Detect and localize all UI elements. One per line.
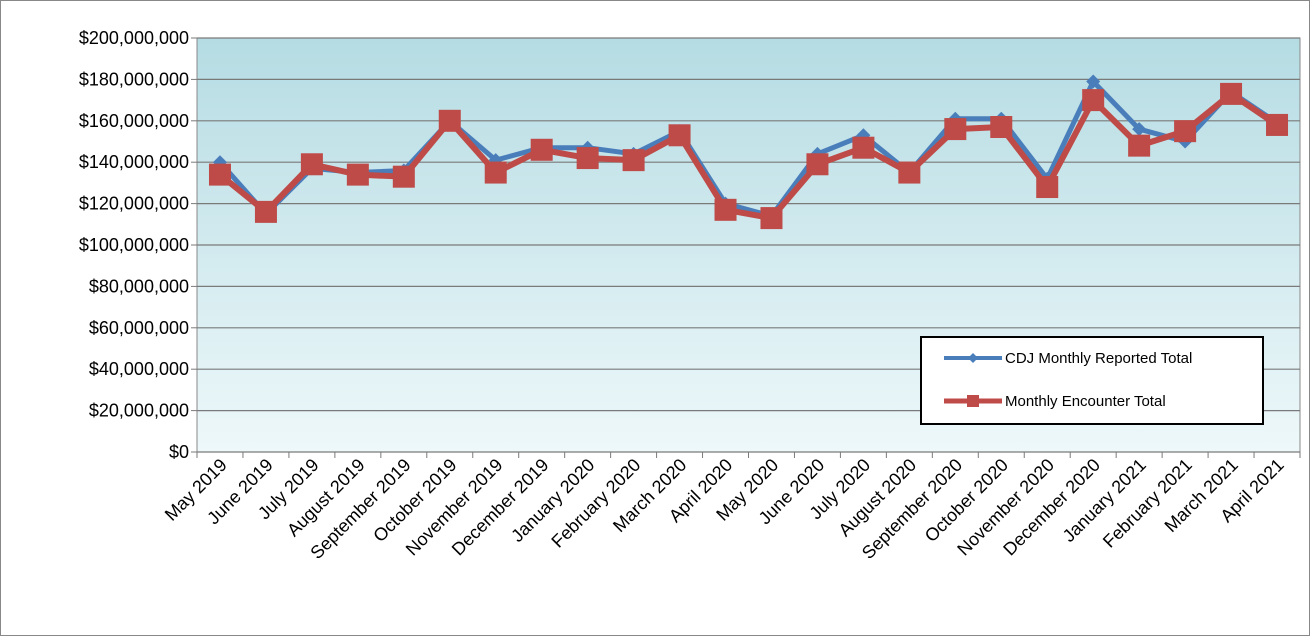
point-marker bbox=[208, 163, 231, 186]
legend-marker bbox=[967, 395, 979, 407]
point-marker bbox=[1174, 120, 1197, 143]
y-tick-label: $20,000,000 bbox=[89, 401, 189, 421]
legend-label: Monthly Encounter Total bbox=[1005, 393, 1166, 410]
legend-label: CDJ Monthly Reported Total bbox=[1005, 350, 1192, 367]
point-marker bbox=[622, 149, 645, 172]
point-marker bbox=[760, 207, 783, 230]
point-marker bbox=[438, 109, 461, 132]
point-marker bbox=[1266, 113, 1289, 136]
y-tick-label: $120,000,000 bbox=[79, 194, 189, 214]
point-marker bbox=[530, 138, 553, 161]
point-marker bbox=[668, 124, 691, 147]
point-marker bbox=[898, 161, 921, 184]
y-tick-label: $40,000,000 bbox=[89, 359, 189, 379]
y-tick-label: $160,000,000 bbox=[79, 111, 189, 131]
legend-marker bbox=[968, 353, 978, 363]
point-marker bbox=[1036, 176, 1059, 199]
y-tick-label: $180,000,000 bbox=[79, 69, 189, 89]
point-marker bbox=[852, 136, 875, 159]
point-marker bbox=[1132, 122, 1147, 137]
point-marker bbox=[1220, 82, 1243, 105]
point-marker bbox=[1082, 89, 1105, 112]
point-marker bbox=[484, 161, 507, 184]
point-marker bbox=[346, 163, 369, 186]
y-tick-label: $60,000,000 bbox=[89, 318, 189, 338]
y-tick-label: $200,000,000 bbox=[79, 28, 189, 48]
point-marker bbox=[714, 198, 737, 221]
point-marker bbox=[392, 165, 415, 188]
point-marker bbox=[1128, 134, 1151, 157]
point-marker bbox=[254, 200, 277, 223]
y-tick-label: $140,000,000 bbox=[79, 152, 189, 172]
y-tick-label: $100,000,000 bbox=[79, 235, 189, 255]
point-marker bbox=[576, 147, 599, 170]
point-marker bbox=[806, 153, 829, 176]
point-marker bbox=[300, 153, 323, 176]
point-marker bbox=[1086, 74, 1101, 89]
y-tick-label: $80,000,000 bbox=[89, 276, 189, 296]
legend-box bbox=[920, 336, 1264, 425]
y-tick-label: $0 bbox=[169, 442, 189, 462]
point-marker bbox=[990, 116, 1013, 139]
point-marker bbox=[944, 118, 967, 141]
